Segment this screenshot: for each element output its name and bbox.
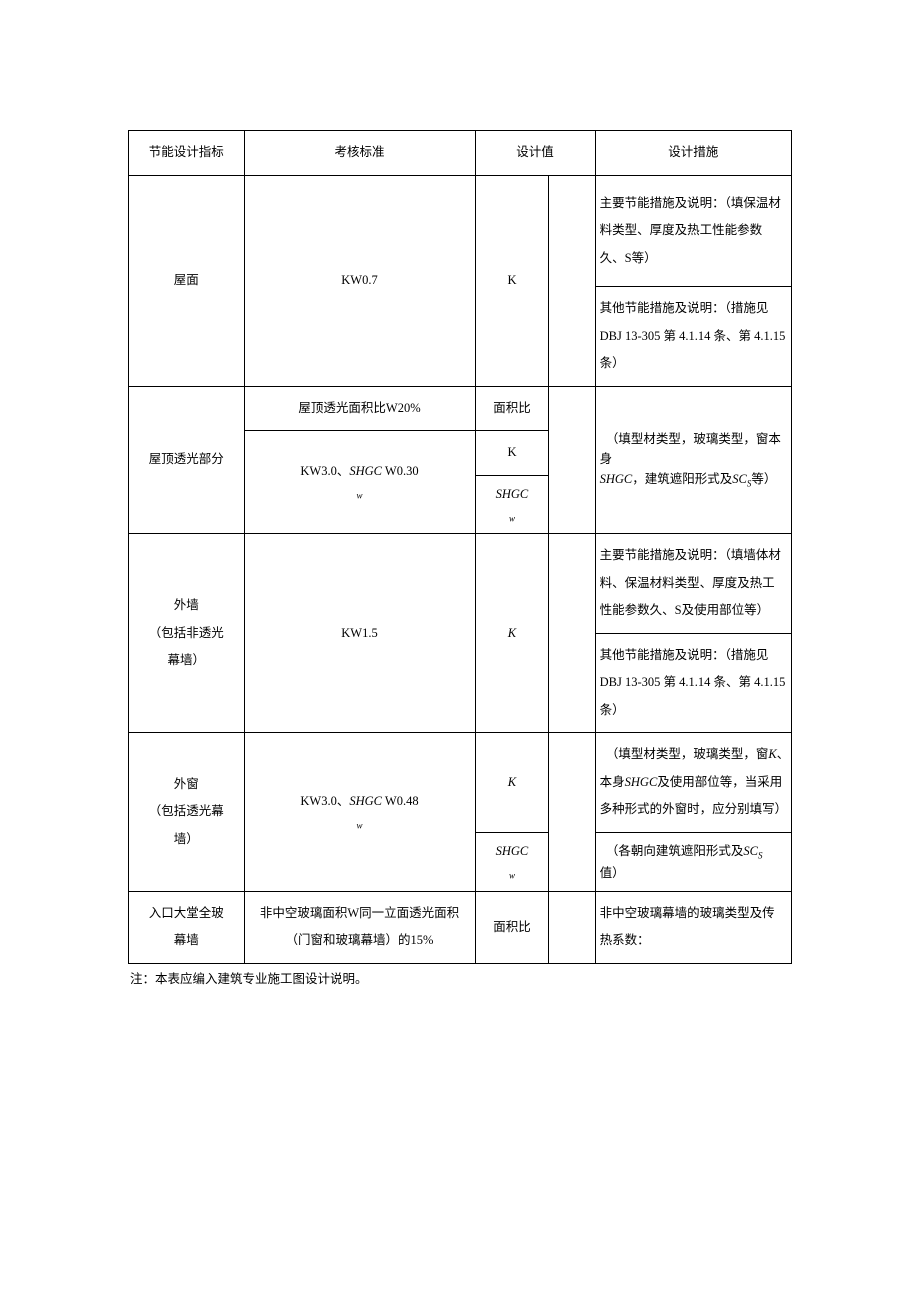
lobby-label: 入口大堂全玻 幕墙 bbox=[129, 891, 245, 963]
window-design-k: K bbox=[475, 733, 549, 833]
lobby-design-area: 面积比 bbox=[475, 891, 549, 963]
wall-design-k: K bbox=[475, 534, 549, 733]
wall-measure-other-l1: 其他节能措施及说明：（措施见 bbox=[600, 648, 769, 662]
row-roof-1: 屋面 KW0.7 K 主要节能措施及说明：（填保温材料类型、厚度及热工性能参数久… bbox=[129, 175, 792, 287]
rooflight-standard-2b: SHGC bbox=[349, 464, 382, 478]
wall-label: 外墙 （包括非透光 幕墙） bbox=[129, 534, 245, 733]
rooflight-design-shgc: SHGC w bbox=[475, 475, 549, 534]
header-standard: 考核标准 bbox=[244, 131, 475, 176]
lobby-design-blank bbox=[549, 891, 595, 963]
rooflight-measure-a: （填型材类型，玻璃类型，窗本身 bbox=[600, 432, 781, 466]
window-measure-1a: （填型材类型，玻璃类型，窗 bbox=[600, 747, 769, 761]
window-measure-2: （各朝向建筑遮阳形式及SCS 值） bbox=[595, 832, 791, 891]
window-measure-2c: 值） bbox=[600, 866, 625, 880]
rooflight-label: 屋顶透光部分 bbox=[129, 386, 245, 534]
wall-label-l1: 外墙 bbox=[174, 598, 199, 612]
footnote: 注：本表应编入建筑专业施工图设计说明。 bbox=[128, 968, 792, 991]
rooflight-measure-c: ，建筑遮阳形式及 bbox=[632, 472, 732, 486]
window-measure-2a: （各朝向建筑遮阳形式及 bbox=[600, 844, 744, 858]
window-sub-s: S bbox=[758, 850, 763, 860]
window-label-l3: 墙） bbox=[174, 832, 199, 846]
roof-measure-other-l2: DBJ 13-305 第 4.1.14 条、第 4.1.15 bbox=[600, 329, 786, 343]
roof-design-blank bbox=[549, 175, 595, 386]
rooflight-design-k: K bbox=[475, 431, 549, 476]
window-sub-w2: w bbox=[509, 870, 515, 880]
header-indicator: 节能设计指标 bbox=[129, 131, 245, 176]
row-window-1: 外窗 （包括透光幕 墙） KW3.0、SHGC W0.48w K （填型材类型，… bbox=[129, 733, 792, 833]
wall-measure-other-l3: 条） bbox=[600, 703, 625, 717]
window-standard: KW3.0、SHGC W0.48 w bbox=[244, 733, 475, 891]
window-standard-a: KW3.0、 bbox=[300, 794, 349, 808]
roof-design-k: K bbox=[475, 175, 549, 386]
window-label-l1: 外窗 bbox=[174, 777, 199, 791]
window-standard-b: SHGC bbox=[349, 794, 382, 808]
window-standard-c: W0.48 bbox=[382, 794, 419, 808]
roof-measure-other: 其他节能措施及说明：（措施见 DBJ 13-305 第 4.1.14 条、第 4… bbox=[595, 287, 791, 387]
roof-measure-other-l1: 其他节能措施及说明：（措施见 bbox=[600, 301, 769, 315]
window-design-shgc: SHGC w bbox=[475, 832, 549, 891]
lobby-measure: 非中空玻璃幕墙的玻璃类型及传热系数： bbox=[595, 891, 791, 963]
lobby-standard: 非中空玻璃面积W同一立面透光面积（门窗和玻璃幕墙）的15% bbox=[244, 891, 475, 963]
rooflight-design-area: 面积比 bbox=[475, 386, 549, 431]
rooflight-standard-1: 屋顶透光面积比W20% bbox=[244, 386, 475, 431]
window-label-l2: （包括透光幕 bbox=[149, 804, 224, 818]
row-lobby: 入口大堂全玻 幕墙 非中空玻璃面积W同一立面透光面积（门窗和玻璃幕墙）的15% … bbox=[129, 891, 792, 963]
rooflight-standard-2: KW3.0、SHGC W0.30 w bbox=[244, 431, 475, 534]
rooflight-sub-w1: w bbox=[356, 491, 362, 501]
rooflight-measure-d: SC bbox=[732, 472, 747, 486]
wall-measure-other-l2: DBJ 13-305 第 4.1.14 条、第 4.1.15 bbox=[600, 675, 786, 689]
window-measure-1: （填型材类型，玻璃类型，窗K、 本身SHGC及使用部位等，当采用多种形式的外窗时… bbox=[595, 733, 791, 833]
roof-measure-other-l3: 条） bbox=[600, 356, 625, 370]
window-label: 外窗 （包括透光幕 墙） bbox=[129, 733, 245, 891]
window-measure-1b: K bbox=[768, 747, 776, 761]
wall-measure-main: 主要节能措施及说明：（填墙体材料、保温材料类型、厚度及热工性能参数久、S及使用部… bbox=[595, 534, 791, 634]
window-measure-2b: SC bbox=[743, 844, 758, 858]
table-header-row: 节能设计指标 考核标准 设计值 设计措施 bbox=[129, 131, 792, 176]
window-sub-w1: w bbox=[356, 821, 362, 831]
lobby-label-l1: 入口大堂全玻 bbox=[149, 906, 224, 920]
rooflight-measure-e: 等） bbox=[751, 472, 776, 486]
window-measure-1d: SHGC bbox=[625, 775, 658, 789]
rooflight-standard-2a: KW3.0、 bbox=[300, 464, 349, 478]
rooflight-standard-2c: W0.30 bbox=[382, 464, 419, 478]
rooflight-measure-b: SHGC bbox=[600, 472, 633, 486]
rooflight-measure: （填型材类型，玻璃类型，窗本身 SHGC，建筑遮阳形式及SCS等） bbox=[595, 386, 791, 534]
energy-design-table: 节能设计指标 考核标准 设计值 设计措施 屋面 KW0.7 K 主要节能措施及说… bbox=[128, 130, 792, 964]
wall-label-l3: 幕墙） bbox=[167, 653, 205, 667]
wall-design-blank bbox=[549, 534, 595, 733]
wall-measure-other: 其他节能措施及说明：（措施见 DBJ 13-305 第 4.1.14 条、第 4… bbox=[595, 633, 791, 733]
window-design-shgc-a: SHGC bbox=[496, 844, 529, 858]
wall-standard: KW1.5 bbox=[244, 534, 475, 733]
rooflight-design-shgc-a: SHGC bbox=[496, 487, 529, 501]
rooflight-design-blank bbox=[549, 386, 595, 534]
roof-measure-main: 主要节能措施及说明：（填保温材料类型、厚度及热工性能参数久、S等） bbox=[595, 175, 791, 287]
roof-standard: KW0.7 bbox=[244, 175, 475, 386]
wall-label-l2: （包括非透光 bbox=[149, 626, 224, 640]
header-design-value: 设计值 bbox=[475, 131, 595, 176]
row-wall-1: 外墙 （包括非透光 幕墙） KW1.5 K 主要节能措施及说明：（填墙体材料、保… bbox=[129, 534, 792, 634]
header-measures: 设计措施 bbox=[595, 131, 791, 176]
lobby-label-l2: 幕墙 bbox=[174, 933, 199, 947]
roof-label: 屋面 bbox=[129, 175, 245, 386]
window-design-blank bbox=[549, 733, 595, 891]
rooflight-sub-w2: w bbox=[509, 513, 515, 523]
row-rooflight-1: 屋顶透光部分 屋顶透光面积比W20% 面积比 （填型材类型，玻璃类型，窗本身 S… bbox=[129, 386, 792, 431]
